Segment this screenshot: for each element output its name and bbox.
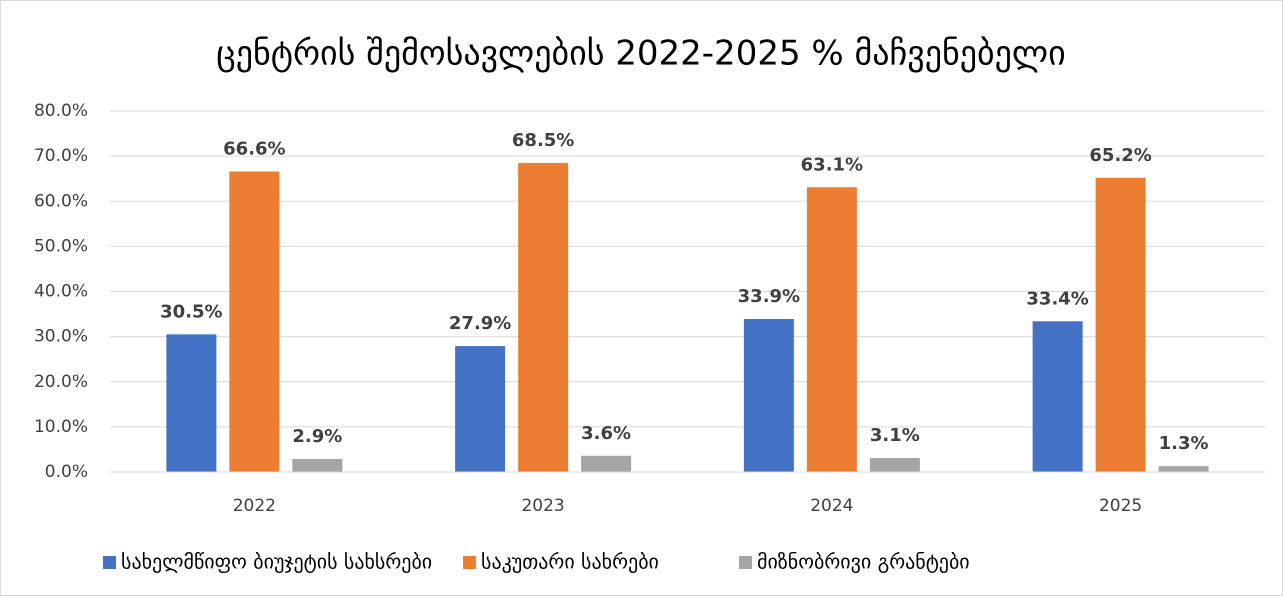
data-label: 27.9% [449,313,511,334]
bar [1032,321,1083,472]
x-tick-label: 2023 [521,496,564,516]
data-label: 3.6% [581,423,631,444]
y-tick-label: 70.0% [34,146,88,166]
data-label: 33.4% [1026,288,1088,309]
y-tick-label: 60.0% [34,191,88,211]
data-label: 2.9% [292,426,342,447]
y-tick-label: 40.0% [34,282,88,302]
y-tick-label: 30.0% [34,327,88,347]
data-label: 66.6% [223,138,285,159]
y-tick-label: 0.0% [45,462,88,482]
legend-swatch [103,556,116,569]
legend-swatch [463,556,476,569]
bar [806,187,857,473]
y-tick-label: 20.0% [34,372,88,392]
x-tick-label: 2022 [233,496,276,516]
chart-title: ცენტრის შემოსავლების 2022-2025 % მაჩვენე… [216,34,1065,74]
bar [229,171,280,472]
legend-swatch [739,556,752,569]
bar [455,346,506,472]
x-tick-label: 2024 [810,496,853,516]
data-label: 63.1% [801,154,863,175]
legend-label: მიზნობრივი გრანტები [757,550,970,574]
legend-label: სახელმწიფო ბიუჯეტის სახსრები [121,550,432,574]
data-label: 65.2% [1089,145,1151,166]
y-tick-label: 50.0% [34,236,88,256]
data-label: 30.5% [160,301,222,322]
data-label: 33.9% [738,286,800,307]
bar [1158,466,1209,472]
legend-label: საკუთარი სახრები [481,550,659,574]
y-tick-label: 10.0% [34,417,88,437]
bar [166,334,217,472]
bar [581,455,632,472]
bar [743,319,794,472]
data-label: 68.5% [512,130,574,151]
bar [869,458,920,472]
bar [1095,177,1146,472]
data-label: 1.3% [1159,433,1209,454]
data-label: 3.1% [870,425,920,446]
y-tick-label: 80.0% [34,101,88,121]
x-tick-label: 2025 [1099,496,1142,516]
bar [292,458,343,472]
bar [518,162,569,473]
